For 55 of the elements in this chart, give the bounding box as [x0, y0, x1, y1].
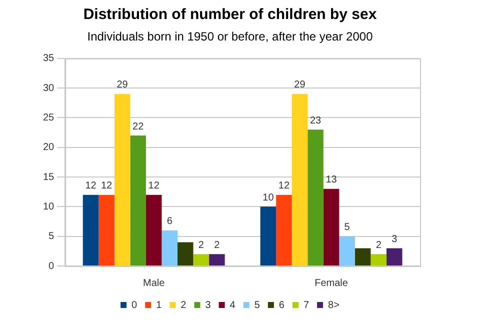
data-label: 3 [392, 234, 398, 245]
bar [292, 94, 308, 266]
y-tick-label: 35 [43, 53, 55, 64]
legend-label: 5 [254, 300, 260, 311]
bar [146, 194, 162, 266]
data-label: 6 [166, 216, 173, 228]
data-label: 23 [310, 115, 322, 126]
legend-label: 1 [156, 300, 162, 311]
bar [323, 188, 340, 266]
y-tick-label: 5 [48, 231, 55, 242]
data-label: 10 [262, 192, 274, 204]
y-tick-label: 0 [48, 260, 55, 272]
data-label: 12 [148, 180, 160, 192]
data-label: 2 [214, 240, 220, 251]
legend-label: 6 [278, 300, 285, 311]
data-label: 29 [116, 80, 128, 91]
data-label: 22 [132, 121, 144, 132]
bar [162, 230, 178, 266]
bar [82, 194, 99, 266]
data-label: 13 [326, 174, 338, 186]
y-tick-label: 15 [43, 172, 55, 183]
legend-label: 2 [180, 300, 187, 311]
data-label: 12 [85, 180, 97, 192]
bar [209, 254, 225, 266]
legend-label: 3 [205, 300, 212, 311]
data-label: 12 [100, 180, 113, 192]
legend-label: 0 [132, 300, 138, 311]
y-tick-label: 25 [43, 112, 55, 124]
bar [193, 254, 210, 266]
bar [276, 194, 292, 266]
x-tick-label: Male [143, 278, 166, 289]
bar [130, 136, 146, 266]
x-tick-label: Female [314, 278, 348, 289]
y-tick-label: 30 [43, 82, 55, 94]
bar [354, 248, 371, 266]
bar [386, 248, 402, 266]
data-label: 2 [376, 240, 382, 251]
bar [339, 236, 355, 266]
data-label: 29 [294, 80, 306, 91]
chart-title: Distribution of number of children by sex [83, 6, 378, 24]
legend-label: 4 [230, 300, 236, 311]
y-tick-label: 20 [43, 142, 55, 154]
bar [178, 242, 194, 266]
legend-label: 7 [303, 300, 310, 311]
bar [370, 254, 386, 266]
chart-subtitle: Individuals born in 1950 or before, after the year 2000 [87, 30, 374, 44]
data-label: 2 [198, 240, 204, 251]
bar [98, 194, 114, 266]
bar [260, 206, 276, 266]
data-label: 5 [344, 222, 350, 234]
bar [308, 130, 324, 266]
legend-label: 8> [328, 300, 340, 311]
y-tick-label: 10 [43, 201, 55, 212]
bar [114, 94, 130, 266]
data-label: 12 [278, 180, 290, 192]
